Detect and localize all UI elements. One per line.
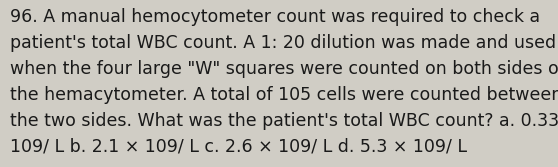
Text: 96. A manual hemocytometer count was required to check a: 96. A manual hemocytometer count was req… bbox=[10, 8, 540, 26]
Text: the hemacytometer. A total of 105 cells were counted between: the hemacytometer. A total of 105 cells … bbox=[10, 86, 558, 104]
Text: patient's total WBC count. A 1: 20 dilution was made and used: patient's total WBC count. A 1: 20 dilut… bbox=[10, 34, 556, 52]
Text: when the four large "W" squares were counted on both sides of: when the four large "W" squares were cou… bbox=[10, 60, 558, 78]
Text: the two sides. What was the patient's total WBC count? a. 0.33 ×: the two sides. What was the patient's to… bbox=[10, 112, 558, 130]
Text: 109/ L b. 2.1 × 109/ L c. 2.6 × 109/ L d. 5.3 × 109/ L: 109/ L b. 2.1 × 109/ L c. 2.6 × 109/ L d… bbox=[10, 138, 467, 156]
